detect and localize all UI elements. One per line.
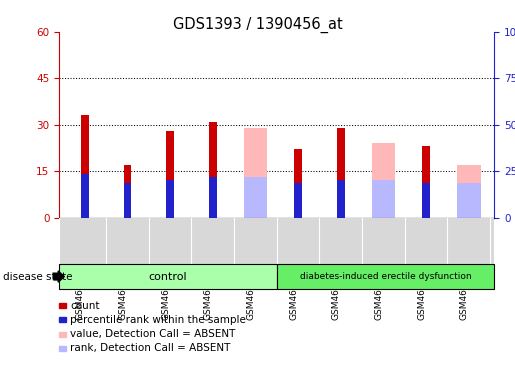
Bar xyxy=(209,177,217,218)
Bar xyxy=(294,149,302,217)
Text: count: count xyxy=(70,301,99,310)
Text: GDS1393 / 1390456_at: GDS1393 / 1390456_at xyxy=(173,17,342,33)
Bar xyxy=(244,177,267,218)
Bar xyxy=(372,143,395,218)
Bar xyxy=(81,116,89,218)
Bar xyxy=(422,183,430,218)
Bar xyxy=(457,183,480,218)
Bar xyxy=(244,128,267,218)
Bar xyxy=(372,180,395,218)
Text: value, Detection Call = ABSENT: value, Detection Call = ABSENT xyxy=(70,329,235,339)
Bar xyxy=(81,174,89,217)
Bar xyxy=(209,122,217,218)
Text: rank, Detection Call = ABSENT: rank, Detection Call = ABSENT xyxy=(70,344,230,353)
Text: diabetes-induced erectile dysfunction: diabetes-induced erectile dysfunction xyxy=(300,272,471,281)
Bar xyxy=(166,131,174,218)
Bar xyxy=(124,165,131,218)
Bar xyxy=(457,165,480,218)
Text: control: control xyxy=(149,272,187,282)
Text: percentile rank within the sample: percentile rank within the sample xyxy=(70,315,246,325)
Text: disease state: disease state xyxy=(3,272,72,282)
Bar xyxy=(422,146,430,218)
Bar xyxy=(124,183,131,218)
Bar xyxy=(337,128,345,218)
Bar xyxy=(294,183,302,218)
Bar xyxy=(166,180,174,218)
Bar xyxy=(337,180,345,218)
